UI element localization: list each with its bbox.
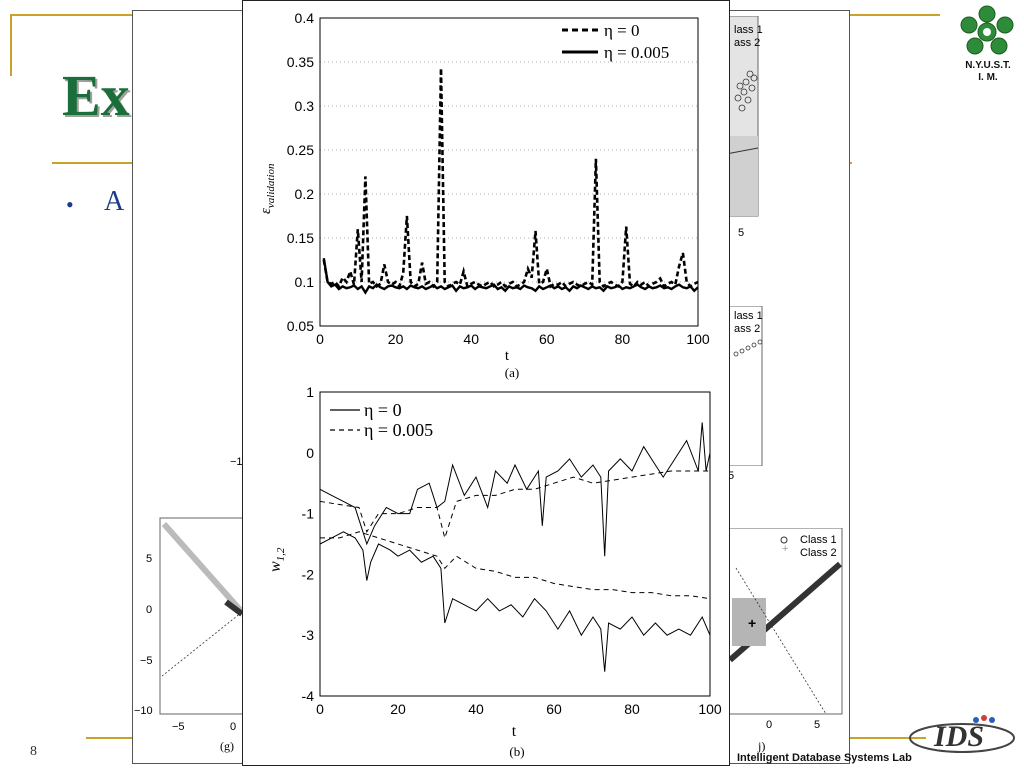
ids-logo-icon: IDS: [909, 715, 1015, 753]
b-ytick-label: -4: [302, 688, 315, 704]
b-xlabel: t: [512, 723, 517, 740]
a-ytick-label: 0.35: [287, 54, 314, 70]
g-ytick-m10: −10: [134, 705, 153, 717]
b-ytick-label: 0: [306, 445, 314, 461]
a-series-line-1: [322, 258, 699, 295]
a-ylabel-main: ε: [258, 208, 274, 214]
bg-scatter-mid: [726, 306, 763, 466]
j-xtick-5: 5: [814, 719, 820, 731]
b-legend: η = 0 η = 0.005: [330, 400, 433, 440]
a-ytick-label: 0.3: [295, 98, 315, 114]
b-ylabel: w1,2: [267, 547, 287, 572]
a-xtick-label: 20: [388, 331, 404, 347]
a-ytick-label: 0.25: [287, 142, 314, 158]
chart-a: 0.05 0.1 0.15 0.2 0.25 0.3 0.35 0.4 0 20 40 60 80 100…: [258, 10, 710, 380]
class2-marker-icon: +: [782, 543, 788, 555]
b-ylabel-sub: 1,2: [275, 547, 287, 561]
logo-line-1: N.Y.U.S.T.: [965, 60, 1011, 71]
b-ytick-label: 1: [306, 384, 314, 400]
a-ytick-label: 0.05: [287, 318, 314, 334]
bg-scatter-j: + + 0 5 j): [726, 528, 843, 753]
bg-scatter-top: 5: [726, 16, 759, 239]
g-xtick-0: 0: [230, 721, 236, 733]
b-xtick-label: 20: [390, 701, 406, 717]
a-ytick-label: 0.1: [295, 274, 315, 290]
a-xtick-label: 60: [539, 331, 555, 347]
slide-title: Ex: [62, 63, 130, 128]
bg-legend-top-1: lass 1: [734, 24, 763, 36]
logo-caption: N.Y.U.S.T. I. M.: [952, 60, 1024, 84]
b-series-line-0: [319, 422, 711, 557]
bullet-text: A: [104, 186, 125, 217]
b-legend-2: η = 0.005: [364, 420, 433, 440]
a-ytick-label: 0.15: [287, 230, 314, 246]
bg-legend-mid-1: lass 1: [734, 310, 763, 322]
a-legend-1: η = 0: [604, 21, 639, 40]
bg-tick-left: −1: [230, 456, 243, 468]
g-xtick-m5: −5: [172, 721, 185, 733]
a-ytick-label: 0.4: [295, 10, 315, 26]
a-legend-2: η = 0.005: [604, 43, 669, 62]
bg-legend-top-2: ass 2: [734, 37, 761, 49]
a-ylabel-sub: validation: [265, 163, 277, 208]
g-ytick-5: 5: [146, 553, 152, 565]
bg-tick-top: 5: [738, 227, 744, 239]
a-xtick-label: 0: [316, 331, 324, 347]
a-panel-label: (a): [505, 365, 519, 380]
g-ytick-0: 0: [146, 604, 152, 616]
b-series-line-3: [320, 531, 711, 600]
b-ytick-label: -2: [302, 566, 315, 582]
bg-legend-mid-2: ass 2: [734, 323, 761, 335]
a-xtick-label: 40: [463, 331, 479, 347]
b-xtick-label: 0: [316, 701, 324, 717]
a-xtick-label: 80: [615, 331, 631, 347]
svg-text:IDS: IDS: [933, 720, 984, 753]
footer-lab-name: Intelligent Database Systems Lab: [737, 752, 912, 764]
j-xtick-0: 0: [766, 719, 772, 731]
bg-legend-bottom-2: Class 2: [800, 547, 837, 559]
page-number: 8: [30, 744, 37, 759]
panel-label-j: j): [757, 739, 765, 753]
b-ylabel-main: w: [267, 561, 284, 572]
b-ytick-label: -1: [302, 506, 315, 522]
bg-legend-bottom-1: Class 1: [800, 534, 837, 546]
nyust-logo-icon: [960, 5, 1014, 55]
a-xtick-label: 100: [686, 331, 710, 347]
a-xlabel: t: [505, 348, 510, 364]
a-ylabel: εvalidation: [258, 163, 277, 214]
b-xtick-label: 60: [546, 701, 562, 717]
a-legend: η = 0 η = 0.005: [562, 21, 669, 62]
logo-line-2: I. M.: [978, 72, 998, 83]
bullet-icon: •: [66, 192, 74, 217]
g-ytick-m5: −5: [140, 655, 153, 667]
b-series-line-2: [319, 531, 711, 672]
figure-panel: [242, 0, 730, 766]
b-xtick-label: 40: [468, 701, 484, 717]
bg-tick-right: 5: [728, 470, 735, 482]
bg-legend-top: lass 1 ass 2: [734, 24, 763, 50]
bg-scatter-g: 5 0 −5 −10 −5 0 (g): [134, 517, 244, 753]
b-panel-label: (b): [509, 744, 524, 759]
b-series-line-1: [319, 470, 710, 540]
a-ytick-label: 0.2: [295, 186, 315, 202]
b-ytick-label: -3: [302, 627, 315, 643]
centroid-plus-icon: +: [748, 615, 756, 631]
bg-legend-mid: lass 1 ass 2: [734, 310, 763, 336]
a-series-line-0: [322, 68, 699, 290]
b-xtick-label: 80: [624, 701, 640, 717]
left-rule: [10, 14, 12, 76]
panel-label-g: (g): [220, 739, 234, 753]
bg-legend-bottom: Class 1 Class 2: [800, 534, 837, 560]
b-legend-1: η = 0: [364, 400, 402, 420]
b-xtick-label: 100: [698, 701, 722, 717]
